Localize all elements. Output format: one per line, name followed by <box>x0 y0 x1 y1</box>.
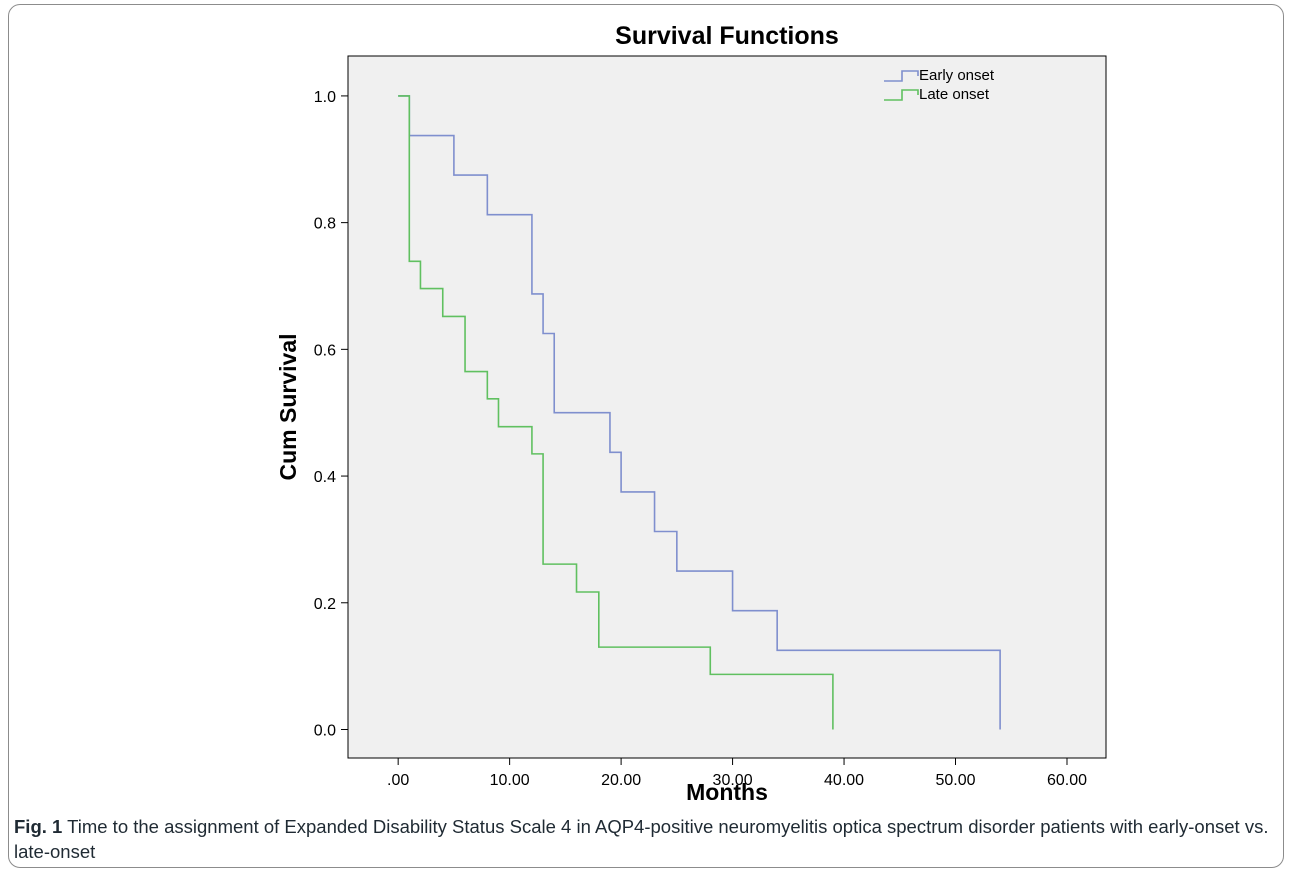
figure-caption: Fig. 1 Time to the assignment of Expande… <box>14 814 1276 864</box>
legend-swatch <box>884 89 919 101</box>
x-axis-label: Months <box>686 779 768 805</box>
x-tick-label: 20.00 <box>601 772 641 789</box>
chart-title: Survival Functions <box>615 22 839 50</box>
legend-label: Late onset <box>919 86 990 103</box>
x-tick-label: 40.00 <box>824 772 864 789</box>
y-tick-label: 0.4 <box>314 469 336 486</box>
caption-label: Fig. 1 <box>14 816 63 837</box>
y-tick-label: 0.6 <box>314 342 336 359</box>
x-tick-label: 30.00 <box>713 772 753 789</box>
plot-area <box>347 55 1107 759</box>
x-tick-label: 50.00 <box>935 772 975 789</box>
y-tick-label: 0.2 <box>314 596 336 613</box>
x-tick-label: 60.00 <box>1047 772 1087 789</box>
series-line-late-onset <box>398 95 834 730</box>
survival-chart: Survival Functions 0.0 0.2 0.4 0.6 0.8 1.0 .00 1… <box>275 22 1107 805</box>
legend-label: Early onset <box>919 67 995 84</box>
y-axis-label: Cum Survival <box>275 334 301 481</box>
y-tick-label: 0.0 <box>314 722 336 739</box>
x-tick-label: 10.00 <box>490 772 530 789</box>
y-tick-label: 0.8 <box>314 216 336 233</box>
y-tick-label: 1.0 <box>314 89 336 106</box>
caption-text: Time to the assignment of Expanded Disab… <box>14 816 1269 862</box>
x-tick-label: .00 <box>387 772 409 789</box>
legend-swatch <box>884 70 919 82</box>
series-line-early-onset <box>398 95 1001 730</box>
